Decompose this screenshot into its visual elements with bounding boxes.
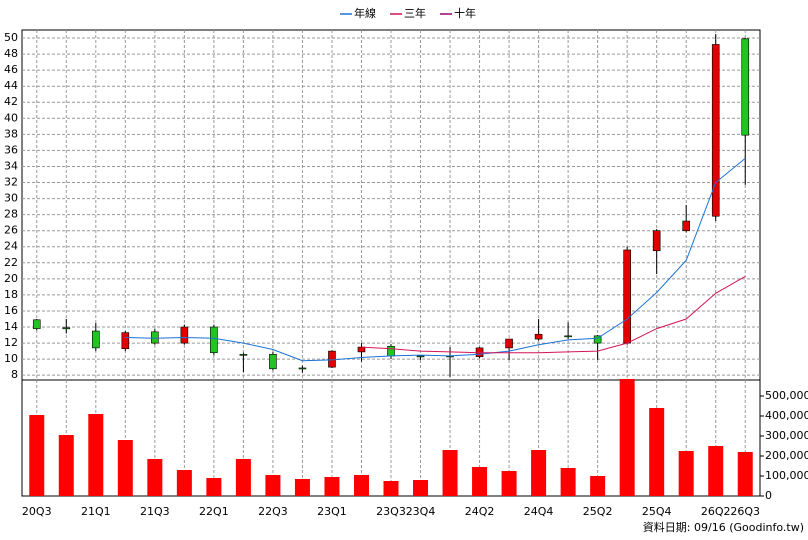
y-tick-label: 44: [4, 79, 18, 92]
x-tick-label: 21Q1: [81, 505, 111, 518]
y-tick-label: 8: [11, 368, 18, 381]
candle-body: [239, 354, 248, 356]
candle-body: [534, 333, 543, 340]
y-tick-label: 18: [4, 288, 18, 301]
ma-line: [361, 275, 746, 354]
volume-bar: [708, 446, 724, 496]
x-tick-label: 26Q2: [701, 505, 731, 518]
candle-body: [328, 350, 336, 368]
candle-body: [711, 44, 720, 217]
x-tick-label: 23Q4: [406, 505, 436, 518]
volume-bar: [29, 415, 45, 496]
y-tick-label: 28: [4, 208, 18, 221]
x-tick-label: 20Q3: [22, 505, 52, 518]
volume-bar: [147, 459, 163, 496]
volume-bar: [265, 475, 281, 496]
legend-label: 年線: [354, 6, 376, 20]
volume-bar: [117, 440, 133, 496]
y2-tick-label: 0: [765, 489, 772, 502]
candle-body: [416, 355, 425, 358]
y2-tick-label: 400,000: [765, 409, 808, 422]
x-tick-label: 25Q4: [642, 505, 672, 518]
legend-label: 十年: [454, 6, 476, 20]
candle-body: [210, 326, 218, 354]
x-tick-label: 24Q4: [524, 505, 554, 518]
x-tick-label: 22Q3: [258, 505, 288, 518]
y-tick-label: 48: [4, 47, 18, 60]
y2-tick-label: 100,000: [765, 469, 808, 482]
volume-bar: [235, 459, 251, 496]
legend-label: 三年: [404, 6, 426, 20]
x-tick-label: 22Q1: [199, 505, 229, 518]
candle-body: [682, 220, 691, 231]
candle-body: [564, 335, 572, 338]
candle-body: [62, 327, 71, 330]
y-tick-label: 14: [4, 320, 18, 333]
volume-bar: [58, 435, 74, 496]
ma-line: [125, 158, 746, 362]
volume-bar: [619, 379, 635, 496]
volume-bar: [501, 471, 517, 496]
volume-bar: [678, 451, 694, 496]
y-tick-label: 38: [4, 127, 18, 140]
x-tick-label: 25Q2: [583, 505, 613, 518]
candle-body: [151, 331, 159, 344]
candle-body: [92, 330, 100, 349]
y-tick-label: 42: [4, 95, 18, 108]
y-tick-label: 36: [4, 143, 18, 156]
y-tick-label: 22: [4, 256, 18, 269]
y-tick-label: 10: [4, 352, 18, 365]
candle-body: [269, 354, 277, 370]
y-tick-label: 20: [4, 272, 18, 285]
volume-bar: [383, 481, 399, 496]
candle-body: [741, 38, 750, 136]
x-tick-label: 21Q3: [140, 505, 170, 518]
candle-body: [652, 230, 661, 252]
volume-bar: [413, 480, 429, 496]
candle-body: [32, 319, 41, 329]
x-tick-label: 23Q3: [376, 505, 406, 518]
volume-bar: [206, 478, 222, 496]
x-tick-label: 26Q3: [730, 505, 760, 518]
y2-tick-label: 300,000: [765, 429, 808, 442]
volume-bar: [442, 450, 458, 496]
y-tick-label: 24: [4, 240, 18, 253]
volume-bar: [737, 452, 753, 496]
candle-body: [387, 345, 395, 357]
x-tick-label: 23Q1: [317, 505, 347, 518]
y-tick-label: 32: [4, 176, 18, 189]
volume-bar: [649, 408, 665, 496]
candle-body: [180, 326, 189, 344]
volume-bar: [353, 475, 369, 496]
y-tick-label: 12: [4, 336, 18, 349]
candle-body: [505, 338, 513, 349]
volume-bar: [294, 479, 310, 496]
volume-bar: [88, 414, 104, 496]
volume-bar: [560, 468, 576, 496]
x-tick-label: 24Q2: [465, 505, 495, 518]
y-tick-label: 34: [4, 159, 18, 172]
candle-body: [593, 335, 602, 344]
volume-bar: [472, 467, 488, 496]
volume-bar: [324, 477, 340, 496]
y-tick-label: 46: [4, 63, 18, 76]
volume-bar: [590, 476, 606, 496]
volume-bar: [531, 450, 547, 496]
y-tick-label: 16: [4, 304, 18, 317]
y2-tick-label: 500,000: [765, 389, 808, 402]
y-tick-label: 30: [4, 192, 18, 205]
y-tick-label: 50: [4, 31, 18, 44]
candle-body: [121, 332, 130, 349]
y-tick-label: 40: [4, 111, 18, 124]
y2-tick-label: 200,000: [765, 449, 808, 462]
candle-body: [298, 367, 307, 370]
volume-bar: [176, 470, 192, 496]
footer-note: 資料日期: 09/16 (Goodinfo.tw): [643, 520, 804, 534]
y-tick-label: 26: [4, 224, 18, 237]
candle-body: [357, 346, 366, 353]
candle-body: [623, 249, 631, 344]
